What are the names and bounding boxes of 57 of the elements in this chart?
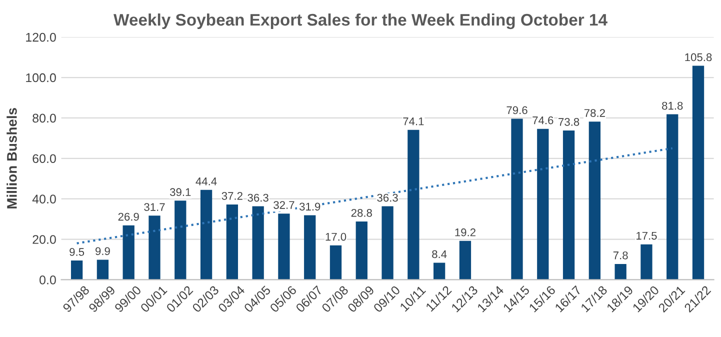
y-tick-label: 40.0 — [32, 194, 56, 204]
bar — [588, 122, 601, 280]
data-label: 28.8 — [351, 208, 372, 217]
data-label: 8.4 — [432, 250, 447, 258]
bar — [226, 204, 238, 280]
y-tick-label: 0.0 — [40, 276, 56, 284]
data-label: 74.1 — [403, 118, 424, 126]
bar — [330, 245, 342, 280]
data-label: 79.6 — [506, 106, 528, 114]
data-label: 31.7 — [144, 203, 165, 211]
bar — [174, 200, 186, 280]
bar — [70, 260, 83, 280]
data-label: 31.9 — [299, 202, 320, 211]
bar — [382, 206, 394, 280]
bar — [614, 264, 626, 280]
bar — [537, 128, 549, 280]
bar — [252, 206, 264, 280]
bar — [96, 260, 109, 280]
y-tick-label: 100.0 — [26, 73, 56, 82]
data-label: 17.0 — [326, 232, 346, 241]
bar — [511, 118, 523, 280]
data-label: 9.9 — [96, 247, 110, 256]
data-label: 32.7 — [274, 201, 294, 209]
bar — [278, 214, 290, 280]
bar — [640, 244, 652, 280]
y-tick-label: 20.0 — [32, 235, 56, 244]
data-label: 105.8 — [685, 53, 712, 62]
bar — [148, 216, 160, 280]
data-label: 73.8 — [558, 118, 580, 126]
data-label: 74.6 — [532, 116, 554, 124]
data-label: 81.8 — [662, 102, 683, 110]
data-label: 36.3 — [377, 194, 398, 202]
bar — [408, 130, 420, 280]
data-label: 19.2 — [455, 228, 476, 236]
data-label: 37.2 — [222, 192, 242, 200]
data-label: 9.5 — [70, 248, 84, 256]
y-tick-label: 60.0 — [32, 154, 56, 164]
data-label: 39.1 — [170, 188, 191, 196]
data-label: 26.9 — [118, 212, 139, 221]
bar — [122, 225, 134, 280]
bar — [304, 215, 316, 280]
y-tick-label: 80.0 — [32, 114, 56, 123]
bar — [692, 66, 704, 280]
y-tick-label: 120.0 — [26, 32, 56, 42]
bar — [356, 221, 368, 280]
bar — [200, 190, 212, 280]
data-label: 78.2 — [584, 109, 605, 117]
y-axis-title: Million Bushels — [6, 108, 17, 208]
data-label: 44.4 — [196, 178, 217, 186]
bar — [459, 240, 472, 280]
chart-title: Weekly Soybean Export Sales for the Week Ending October 14 — [114, 13, 608, 30]
data-label: 17.5 — [636, 232, 657, 240]
bar — [434, 262, 446, 280]
data-label: 36.3 — [248, 194, 268, 202]
bar — [562, 130, 575, 280]
data-label: 7.8 — [613, 251, 628, 260]
bar — [666, 114, 678, 280]
